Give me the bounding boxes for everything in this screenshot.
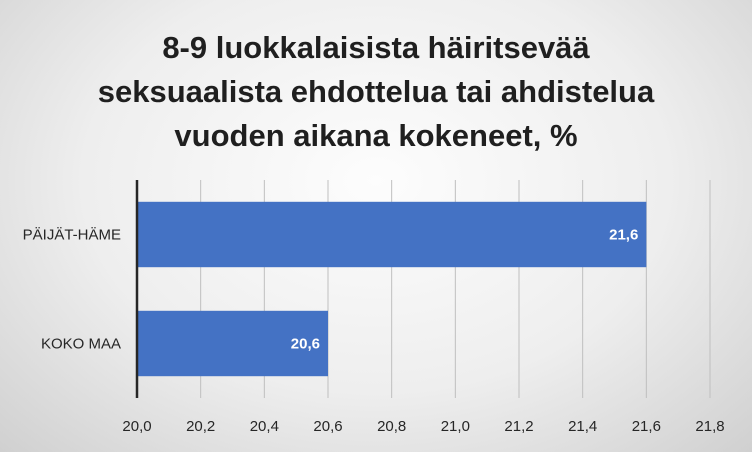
x-tick-label: 21,2	[504, 418, 533, 435]
category-label: PÄIJÄT-HÄME	[23, 227, 121, 244]
x-tick-label: 20,6	[313, 418, 342, 435]
chart-title-line-1: 8-9 luokkalaisista häiritsevää	[162, 30, 590, 65]
chart-title-line-2: seksuaalista ehdottelua tai ahdistelua	[97, 74, 655, 109]
x-tick-label: 21,8	[695, 418, 724, 435]
data-label: 20,6	[291, 336, 320, 353]
data-label: 21,6	[609, 227, 638, 244]
bar	[137, 310, 328, 377]
x-tick-label: 20,4	[250, 418, 279, 435]
x-tick-label: 20,8	[377, 418, 406, 435]
x-tick-label: 21,6	[632, 418, 661, 435]
category-label: KOKO MAA	[41, 336, 121, 353]
chart-title: 8-9 luokkalaisista häiritsevää seksuaali…	[20, 26, 732, 158]
x-tick-label: 20,2	[186, 418, 215, 435]
chart-title-line-3: vuoden aikana kokeneet, %	[174, 118, 578, 153]
bar	[137, 201, 647, 268]
x-tick-label: 21,0	[441, 418, 470, 435]
x-tick-label: 20,0	[122, 418, 151, 435]
x-tick-label: 21,4	[568, 418, 597, 435]
